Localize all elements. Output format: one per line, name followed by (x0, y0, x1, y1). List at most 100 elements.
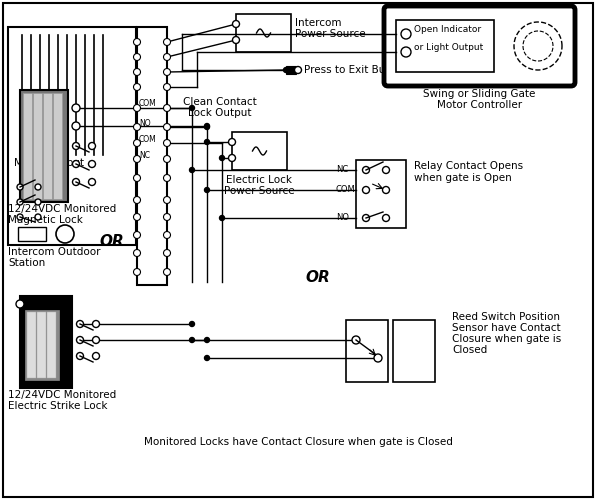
Bar (53, 93, 62, 199)
Circle shape (134, 124, 141, 130)
Circle shape (294, 66, 302, 73)
Circle shape (73, 178, 79, 186)
Circle shape (72, 122, 80, 130)
Text: Motor Controller: Motor Controller (437, 100, 522, 110)
Circle shape (17, 184, 23, 190)
Circle shape (134, 174, 141, 182)
Text: when gate is Open: when gate is Open (414, 173, 512, 183)
Text: Electric Strike Lock: Electric Strike Lock (8, 401, 107, 411)
Circle shape (16, 300, 24, 308)
Text: Lock Output: Lock Output (188, 108, 252, 118)
FancyBboxPatch shape (384, 6, 575, 86)
Circle shape (163, 174, 170, 182)
Circle shape (163, 38, 170, 46)
Bar (232, 132, 287, 170)
Circle shape (134, 38, 141, 46)
Bar (396, 20, 494, 72)
Circle shape (163, 84, 170, 90)
Circle shape (204, 188, 210, 192)
Circle shape (190, 322, 194, 326)
Text: NC: NC (139, 152, 150, 160)
Circle shape (401, 29, 411, 39)
Circle shape (134, 54, 141, 60)
Text: Open Indicator: Open Indicator (414, 24, 481, 34)
Circle shape (134, 268, 141, 276)
Text: Intercom Outdoor: Intercom Outdoor (8, 247, 101, 257)
Text: Relay Contact Opens: Relay Contact Opens (414, 161, 523, 171)
Bar (8, 27, 136, 245)
Circle shape (204, 356, 210, 360)
Circle shape (76, 352, 83, 360)
Bar (286, 66, 296, 74)
Circle shape (163, 196, 170, 203)
Circle shape (35, 214, 41, 220)
Bar (37, 312, 46, 378)
Circle shape (73, 160, 79, 168)
Text: or Light Output: or Light Output (414, 42, 483, 51)
Circle shape (163, 156, 170, 162)
Text: Power Source: Power Source (224, 186, 295, 196)
Circle shape (204, 338, 210, 342)
Circle shape (163, 140, 170, 146)
Circle shape (383, 186, 390, 194)
Circle shape (228, 154, 235, 162)
Bar (346, 320, 388, 382)
Text: Monitored Locks have Contact Closure when gate is Closed: Monitored Locks have Contact Closure whe… (144, 437, 452, 447)
Bar (47, 312, 56, 378)
Text: Closure when gate is: Closure when gate is (452, 334, 561, 344)
Circle shape (17, 214, 23, 220)
Circle shape (163, 104, 170, 112)
Circle shape (232, 36, 240, 44)
Bar (33, 93, 42, 199)
Text: OR: OR (100, 234, 125, 250)
Circle shape (134, 68, 141, 75)
Text: 12/24VDC Monitored: 12/24VDC Monitored (8, 390, 116, 400)
Circle shape (134, 250, 141, 256)
Bar (27, 312, 36, 378)
Text: OR: OR (306, 270, 330, 285)
Text: COM: COM (139, 136, 157, 144)
Circle shape (134, 156, 141, 162)
Circle shape (35, 199, 41, 205)
Text: Sensor have Contact: Sensor have Contact (452, 323, 561, 333)
Circle shape (232, 20, 240, 28)
Circle shape (228, 138, 235, 145)
Text: Swing or Sliding Gate: Swing or Sliding Gate (423, 89, 536, 99)
Circle shape (88, 178, 95, 186)
Circle shape (88, 142, 95, 150)
Circle shape (92, 352, 100, 360)
Circle shape (284, 68, 288, 72)
Circle shape (134, 196, 141, 203)
Circle shape (204, 124, 210, 128)
Circle shape (88, 160, 95, 168)
Circle shape (134, 104, 141, 112)
Text: NC: NC (336, 166, 348, 174)
Circle shape (204, 140, 210, 144)
Circle shape (374, 354, 382, 362)
Circle shape (73, 142, 79, 150)
Circle shape (190, 168, 194, 172)
Bar (43, 93, 52, 199)
Circle shape (72, 104, 80, 112)
Text: Monitor Input: Monitor Input (14, 158, 84, 168)
Circle shape (92, 320, 100, 328)
Circle shape (163, 54, 170, 60)
Circle shape (163, 250, 170, 256)
Circle shape (163, 214, 170, 220)
Bar (23, 93, 32, 199)
Circle shape (190, 106, 194, 110)
Text: Press to Exit Button Input: Press to Exit Button Input (304, 65, 437, 75)
Circle shape (163, 68, 170, 75)
Circle shape (134, 140, 141, 146)
Text: NO: NO (336, 214, 349, 222)
Text: Closed: Closed (452, 345, 488, 355)
Circle shape (56, 225, 74, 243)
Circle shape (362, 214, 370, 222)
Text: Reed Switch Position: Reed Switch Position (452, 312, 560, 322)
Text: COM: COM (336, 186, 356, 194)
Circle shape (163, 232, 170, 238)
Text: 12/24VDC Monitored: 12/24VDC Monitored (8, 204, 116, 214)
Text: Clean Contact: Clean Contact (183, 97, 257, 107)
Circle shape (383, 214, 390, 222)
Circle shape (219, 216, 225, 220)
